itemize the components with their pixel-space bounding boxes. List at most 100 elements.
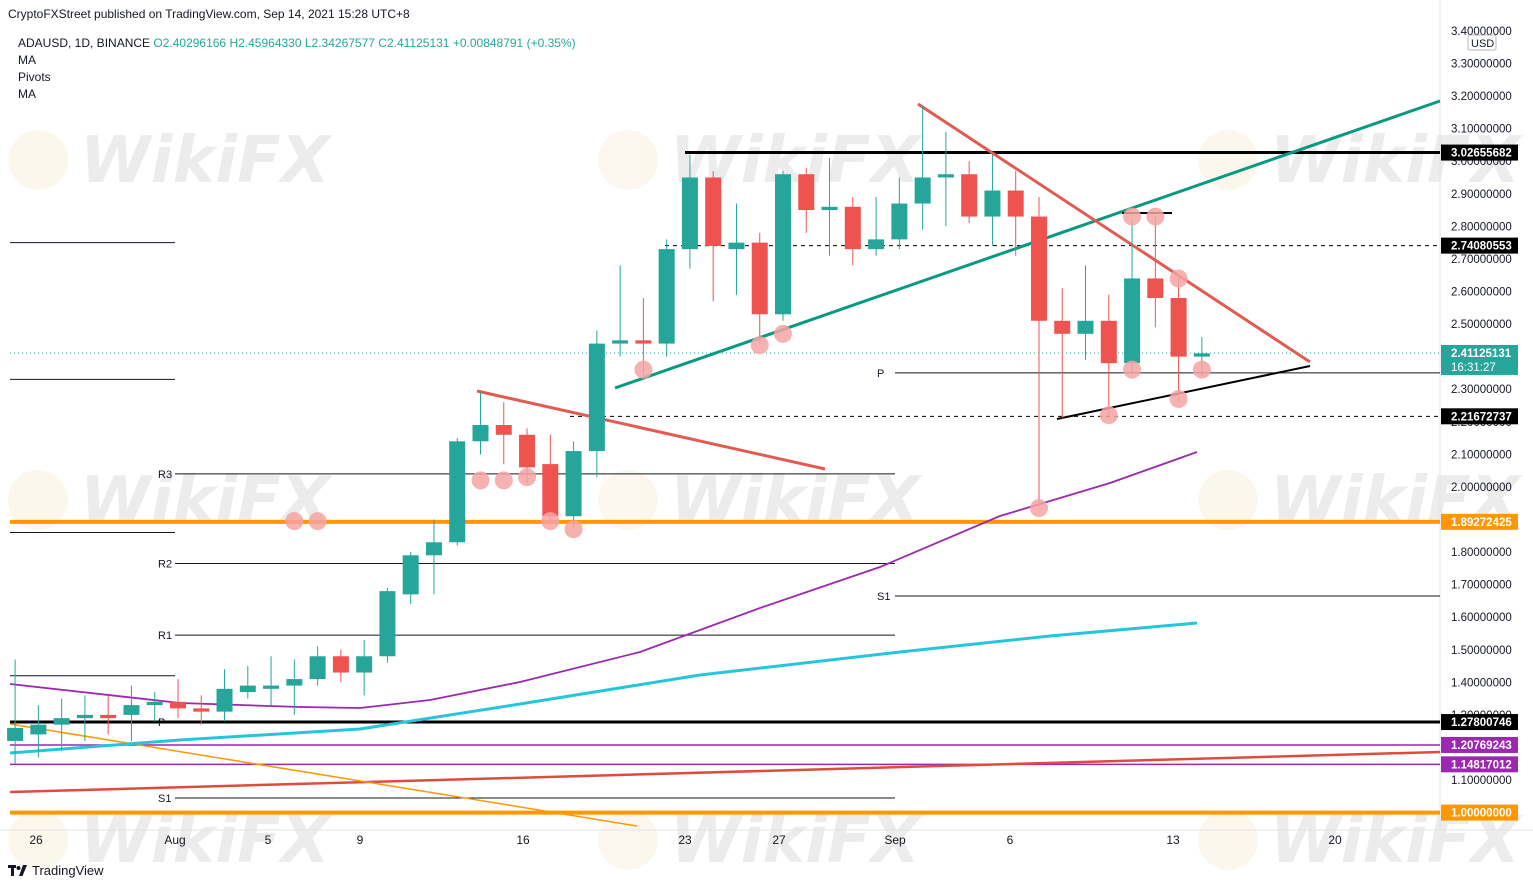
candle — [891, 177, 908, 250]
candle-body — [984, 190, 1001, 217]
price-tick-label: 1.50000000 — [1451, 645, 1512, 657]
highlight-circle — [541, 512, 560, 531]
tradingview-brand: TradingView — [32, 863, 104, 878]
candle — [775, 170, 792, 321]
candle-body — [751, 242, 768, 315]
publish-caption: CryptoFXStreet published on TradingView.… — [8, 7, 410, 21]
price-label-box — [1441, 144, 1518, 161]
price-tick-label: 2.30000000 — [1451, 384, 1512, 396]
price-label-box — [1441, 237, 1518, 254]
candle — [76, 695, 93, 741]
candle — [542, 434, 559, 523]
watermark-logo-icon — [598, 470, 658, 530]
highlight-circle — [285, 512, 304, 531]
watermark-logo-icon — [1198, 470, 1258, 530]
time-tick-label: 26 — [29, 833, 43, 847]
candle-body — [495, 425, 512, 435]
highlight-circle — [634, 360, 653, 379]
candle-body — [30, 724, 47, 735]
candle-body — [286, 679, 303, 686]
pivot-label: S1 — [877, 591, 890, 603]
candle-body — [263, 685, 280, 689]
price-label-text: 1.00000000 — [1451, 808, 1512, 820]
highlight-circle — [471, 471, 490, 490]
legend-indicator-pivots[interactable]: Pivots — [18, 70, 51, 84]
candle-body — [821, 206, 838, 211]
price-label-box — [1441, 804, 1518, 821]
time-tick-label: 23 — [678, 833, 692, 847]
candle-body — [76, 714, 93, 719]
highlight-circle — [564, 520, 583, 539]
candle — [1077, 265, 1094, 360]
price-tick-label: 3.40000000 — [1451, 26, 1512, 38]
price-label-box — [1441, 344, 1518, 375]
candle — [681, 154, 698, 269]
candle-body — [379, 591, 396, 657]
tradingview-footer[interactable]: TradingView — [8, 863, 104, 878]
candle — [425, 519, 442, 595]
legend-symbol[interactable]: ADAUSD, 1D, BINANCE — [18, 36, 151, 50]
candle — [123, 685, 140, 741]
candle-body — [1193, 353, 1210, 357]
candle — [868, 197, 885, 256]
candle-body — [775, 174, 792, 315]
price-label-text: 2.21672737 — [1451, 411, 1512, 423]
highlight-circle — [1169, 389, 1188, 408]
price-tick-label: 1.10000000 — [1451, 775, 1512, 787]
pivot-label: S1 — [158, 793, 171, 805]
price-tick-label: 3.20000000 — [1451, 91, 1512, 103]
candle — [472, 392, 489, 455]
pivot-label: P — [877, 368, 884, 380]
candle-body — [425, 542, 442, 556]
candle-body — [914, 177, 931, 204]
pivot-label: R2 — [158, 558, 172, 570]
candle-body — [402, 555, 419, 595]
legend-indicator-ma-2[interactable]: MA — [18, 87, 36, 101]
candles-group — [7, 105, 1210, 764]
candle — [612, 265, 629, 357]
watermark-text: WikiFX — [670, 804, 923, 878]
candle — [588, 330, 605, 478]
candle — [53, 698, 70, 751]
chart-legend: ADAUSD, 1D, BINANCE O2.40296166 H2.45964… — [18, 35, 576, 103]
ma-purple-line — [9, 451, 1198, 709]
price-tick-label: 2.90000000 — [1451, 189, 1512, 201]
watermark-logo-icon — [598, 130, 658, 190]
candle-body — [728, 242, 745, 250]
tradingview-logo-icon — [8, 864, 27, 876]
candle — [821, 157, 838, 256]
candle — [1124, 219, 1141, 373]
candle-body — [169, 701, 186, 709]
time-tick-label: Aug — [164, 833, 185, 847]
legend-indicator-ma[interactable]: MA — [18, 53, 36, 67]
candle-body — [868, 239, 885, 250]
watermark-logo-icon — [1198, 130, 1258, 190]
flag-trendline-red — [476, 389, 826, 471]
currency-label: USD — [1471, 38, 1494, 50]
time-tick-label: 13 — [1166, 833, 1180, 847]
price-label-box — [1441, 513, 1518, 530]
watermark-logo-icon — [8, 470, 68, 530]
price-label-box — [1441, 408, 1518, 425]
candle — [565, 441, 582, 530]
candle-body — [100, 714, 117, 719]
candle-body — [1054, 320, 1071, 334]
time-tick-label: 6 — [1007, 833, 1014, 847]
candle-body — [309, 656, 326, 680]
candle — [193, 695, 210, 725]
candle — [239, 666, 256, 699]
price-tick-label: 2.70000000 — [1451, 254, 1512, 266]
candle-body — [798, 174, 815, 211]
candle-body — [332, 656, 349, 673]
highlight-circle — [774, 324, 793, 343]
highlight-circle — [308, 512, 327, 531]
candle — [844, 197, 861, 266]
candle-body — [519, 434, 536, 468]
candle — [309, 646, 326, 686]
highlight-circle — [518, 468, 537, 487]
candle-body — [542, 464, 559, 517]
orange-downtrend — [9, 723, 638, 827]
price-label-text: 1.20769243 — [1451, 740, 1512, 752]
